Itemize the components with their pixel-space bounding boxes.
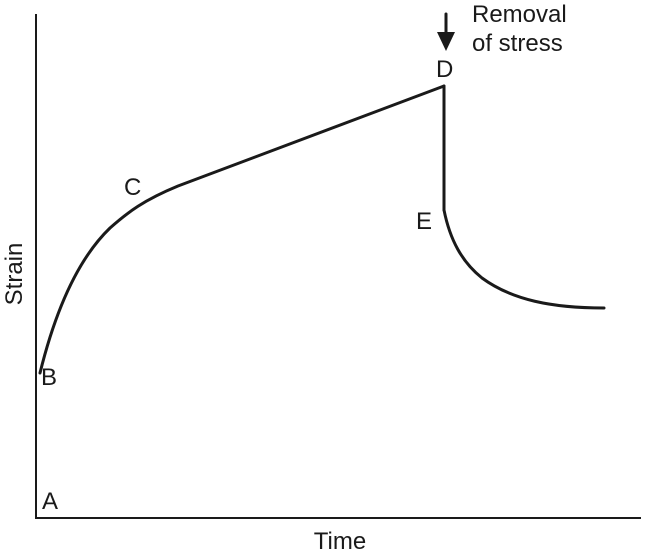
annotation-line-2: of stress	[472, 30, 563, 57]
creep-recovery-curve	[442, 208, 606, 310]
point-label-a: A	[42, 488, 58, 515]
point-label-b: B	[41, 364, 57, 391]
creep-loading-curve	[38, 84, 446, 375]
point-label-e: E	[416, 208, 432, 235]
y-axis-title: Strain	[1, 243, 28, 306]
stress-removal-arrow-head	[437, 32, 455, 51]
point-label-c: C	[124, 174, 141, 201]
x-axis-title: Time	[314, 528, 366, 553]
point-label-d: D	[436, 56, 453, 83]
annotation-line-1: Removal	[472, 1, 567, 28]
